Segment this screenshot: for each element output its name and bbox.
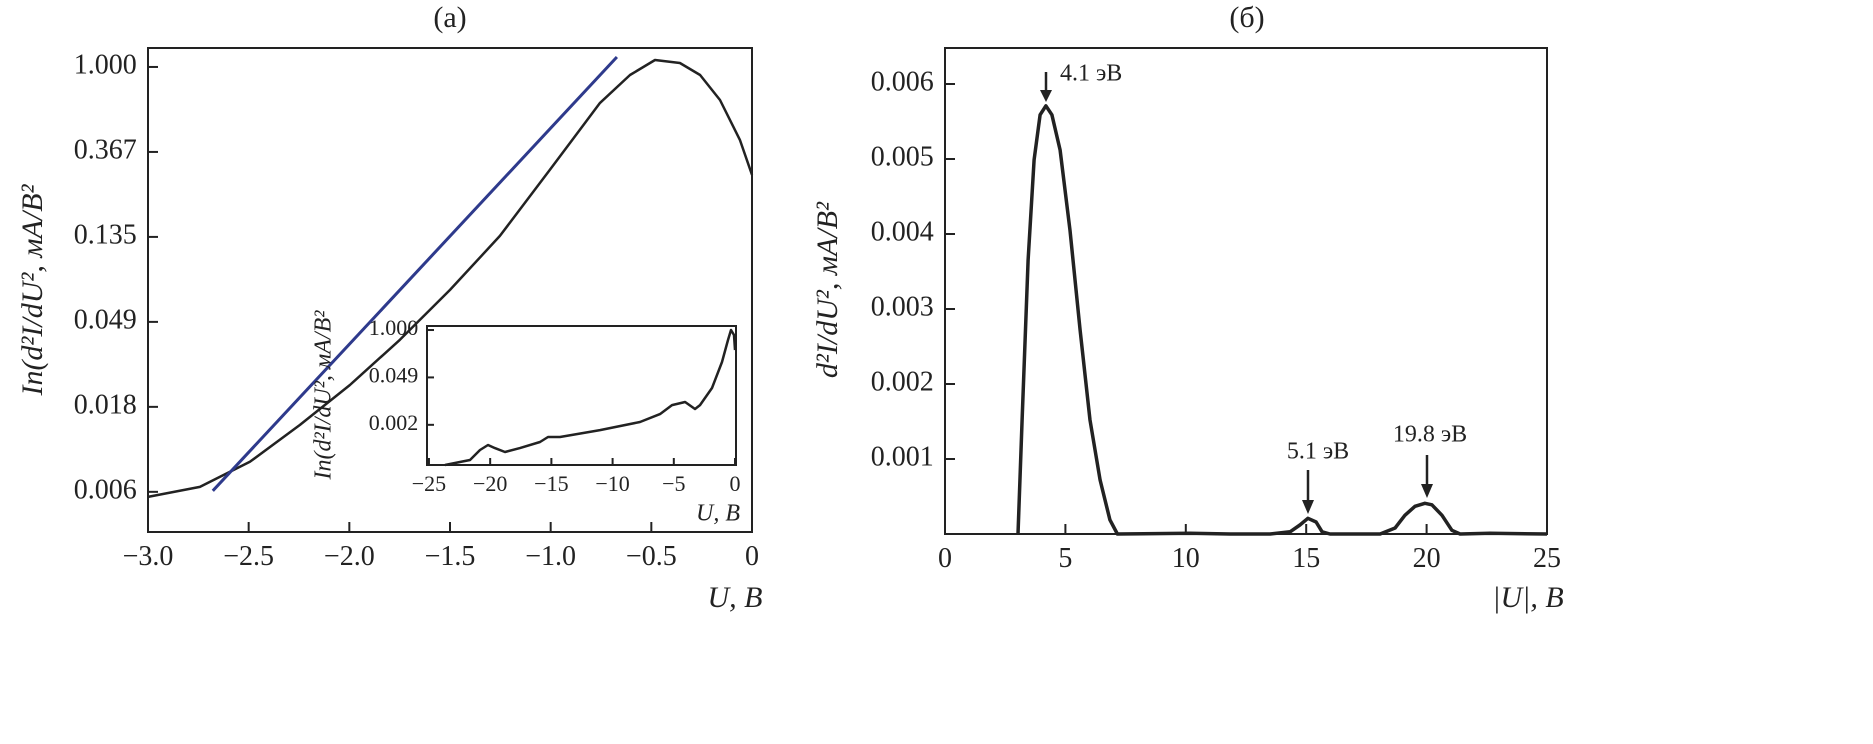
arrow-head [1421, 484, 1433, 498]
y-tick-label: 0.006 [871, 66, 934, 97]
y-tick-label: 0.367 [74, 134, 137, 165]
annotations [1040, 72, 1433, 514]
y-tick-label: 0.004 [871, 216, 934, 247]
x-tick-label: 20 [1413, 543, 1441, 574]
x-tick-label: −1.5 [425, 541, 476, 572]
x-tick-label: −20 [473, 471, 507, 496]
x-tick-label: −2.5 [223, 541, 274, 572]
x-tick-label: 15 [1292, 543, 1320, 574]
x-tick-label: −10 [595, 471, 629, 496]
x-tick-label: 5 [1058, 543, 1072, 574]
y-tick-label: 0.006 [74, 474, 137, 505]
y-tick-label: 0.003 [871, 291, 934, 322]
x-tick-label: −25 [412, 471, 446, 496]
data-line [147, 58, 754, 499]
x-tick-label: 25 [1533, 543, 1561, 574]
x-tick-label: −0.5 [626, 541, 677, 572]
x-tick-label: 10 [1172, 543, 1200, 574]
x-axis-label: U, В [708, 581, 763, 614]
y-tick-label: 0.002 [871, 366, 934, 397]
y-tick-label: 0.049 [74, 304, 137, 335]
x-tick-label: −5 [662, 471, 685, 496]
y-tick-label: 0.018 [74, 389, 137, 420]
y-tick-label: 0.049 [369, 362, 419, 387]
y-tick-label: 0.002 [369, 410, 419, 435]
x-tick-label: −2.0 [324, 541, 375, 572]
y-tick-label: 0.135 [74, 219, 137, 250]
data-line [1016, 104, 1548, 536]
inset: −25 −20 −15 −10 −5 0 0.002 0.049 1.000 U, В In(d²I… [311, 310, 741, 527]
data-line [444, 328, 737, 467]
panel-title: (б) [1229, 1, 1264, 34]
x-tick-label: 0 [730, 471, 741, 496]
plot-frame [944, 47, 1548, 535]
x-axis-label: U, В [696, 501, 740, 527]
y-axis-label: In(d²I/dU², мА/В² [16, 183, 49, 396]
y-tick-label: 1.000 [74, 49, 137, 80]
arrow-head [1302, 500, 1314, 514]
x-tick-label: −3.0 [123, 541, 174, 572]
y-tick-label: 0.001 [871, 441, 934, 472]
annotation: 5.1 эВ [1287, 439, 1349, 465]
x-tick-label: −1.0 [525, 541, 576, 572]
y-tick-label: 1.000 [369, 315, 419, 340]
panel-title: (a) [433, 1, 466, 34]
y-tick-label: 0.005 [871, 141, 934, 172]
x-tick-label: 0 [745, 541, 759, 572]
x-axis-label: |U|, В [1492, 581, 1563, 614]
panel-b: 0 5 10 15 20 25 0.001 0.002 0.003 0.004 0.005 0.006… [811, 47, 1564, 614]
y-axis-label: d²I/dU², мА/В² [811, 201, 844, 378]
x-tick-label: −15 [534, 471, 568, 496]
plot-frame [426, 325, 737, 466]
annotation: 4.1 эВ [1060, 61, 1122, 87]
data-line [211, 55, 618, 492]
annotation: 19.8 эВ [1393, 422, 1467, 448]
y-axis-label: In(d²I/dU², мА/В² [311, 310, 337, 481]
arrow-head [1040, 90, 1052, 102]
x-tick-label: 0 [938, 543, 952, 574]
